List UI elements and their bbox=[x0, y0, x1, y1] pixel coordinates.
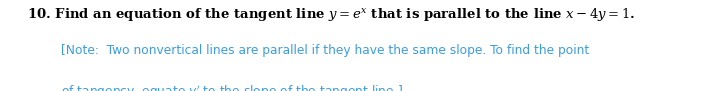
Text: 10. Find an equation of the tangent line $y = e^{x}$ that is parallel to the lin: 10. Find an equation of the tangent line… bbox=[27, 6, 636, 23]
Text: [Note:  Two nonvertical lines are parallel if they have the same slope. To find : [Note: Two nonvertical lines are paralle… bbox=[61, 44, 590, 57]
Text: of tangency, equate $y'$ to the slope of the tangent line.]: of tangency, equate $y'$ to the slope of… bbox=[61, 84, 403, 91]
